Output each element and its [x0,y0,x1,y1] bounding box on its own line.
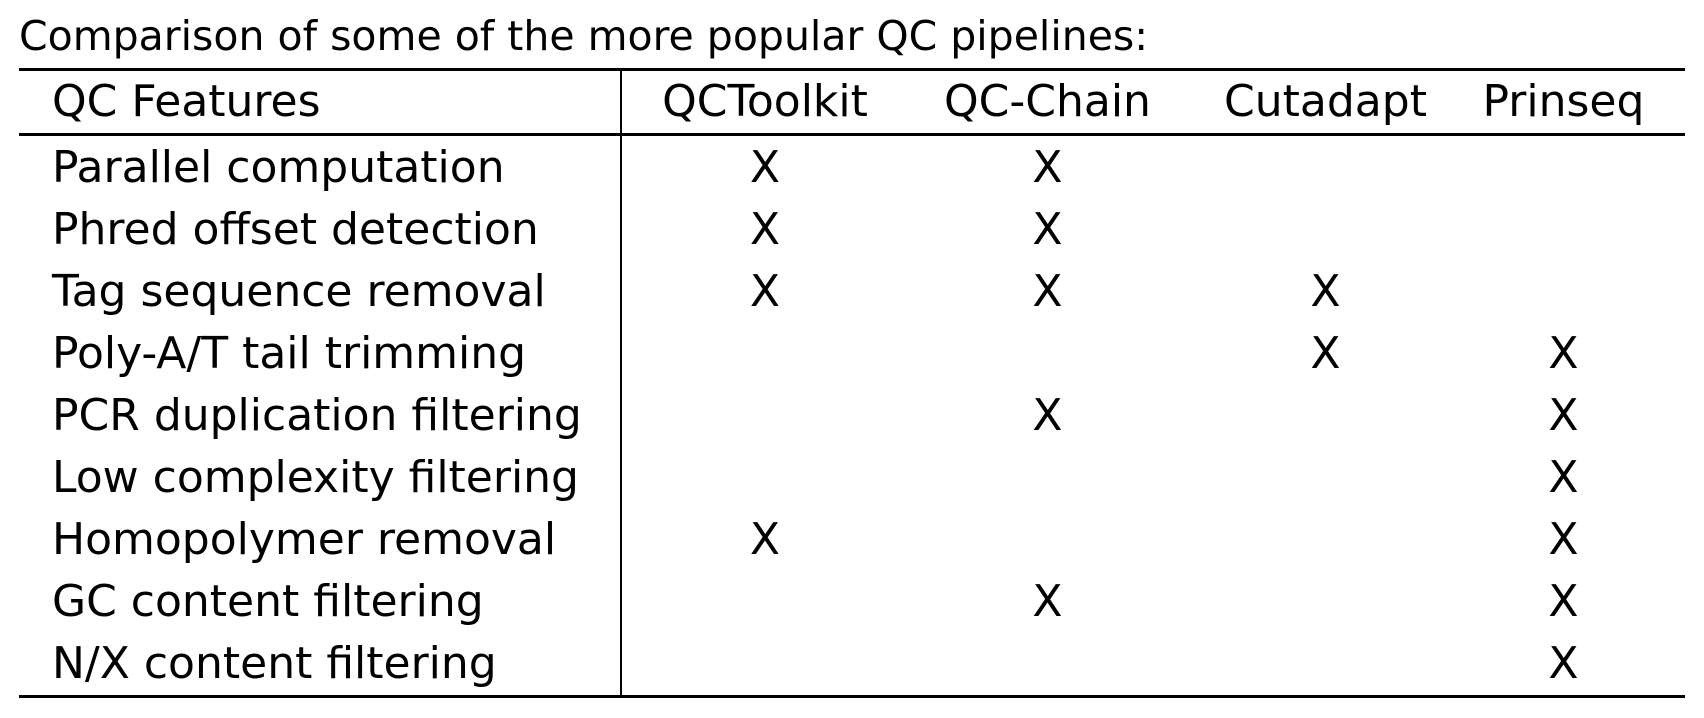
table-cell: X [1032,204,1063,255]
table-cell: X [1310,266,1341,317]
table-row: N/X content filtering X [19,633,1685,697]
table-cell [1187,571,1464,633]
feature-label: Parallel computation [19,134,622,199]
table-cell [1464,261,1685,323]
table-cell [621,633,908,697]
table-cell: X [1310,328,1341,379]
table-cell: X [1032,266,1063,317]
table-cell [1187,199,1464,261]
table-cell [1187,633,1464,697]
header-cutadapt: Cutadapt [1224,76,1427,127]
table-cell [1187,509,1464,571]
header-qc-chain: QC-Chain [944,76,1151,127]
table-cell [908,323,1187,385]
table-cell: X [749,142,781,193]
feature-label: GC content filtering [19,571,622,633]
table-cell [621,323,908,385]
table-cell [621,447,908,509]
table-header-row: QC Features QCToolkit QC-Chain Cutadapt … [19,69,1685,135]
table-cell: X [1548,452,1579,503]
table-cell [1464,199,1685,261]
table-caption: Comparison of some of the more popular Q… [19,12,1149,60]
feature-label: PCR duplication filtering [19,385,622,447]
table-cell: X [1548,390,1579,441]
table-cell: X [749,204,781,255]
header-prinseq: Prinseq [1482,76,1645,127]
table-cell: X [1548,638,1579,689]
table-cell [1187,447,1464,509]
feature-label: Low complexity filtering [19,447,622,509]
table-cell: X [1032,142,1063,193]
table-cell: X [749,266,781,317]
feature-label: Poly-A/T tail trimming [19,323,622,385]
table-cell [1187,135,1464,200]
table-cell [1464,135,1685,200]
table-cell: X [1032,576,1063,627]
table-row: Parallel computation X X [19,134,1685,200]
table-cell: X [1548,576,1579,627]
table-cell [621,385,908,447]
table-row: Poly-A/T tail trimming X X [19,323,1685,385]
table-row: Tag sequence removal X X X [19,261,1685,323]
table-cell [908,509,1187,571]
header-qc-features: QC Features [19,69,622,135]
table-cell: X [1032,390,1063,441]
table-row: PCR duplication filtering X X [19,385,1685,447]
table-row: Phred offset detection X X [19,199,1685,261]
table-cell: X [1548,514,1579,565]
table-cell [621,571,908,633]
table-cell [1187,385,1464,447]
table-row: Low complexity filtering X [19,447,1685,509]
feature-label: Homopolymer removal [19,509,622,571]
feature-label: N/X content filtering [19,633,622,697]
header-qctoolkit: QCToolkit [662,76,868,127]
table-cell: X [749,514,781,565]
table-row: GC content filtering X X [19,571,1685,633]
feature-label: Phred offset detection [19,199,622,261]
table-cell: X [1548,328,1579,379]
table-row: Homopolymer removal X X [19,509,1685,571]
table-cell [908,447,1187,509]
feature-label: Tag sequence removal [19,261,622,323]
table-cell [908,633,1187,697]
qc-comparison-table: QC Features QCToolkit QC-Chain Cutadapt … [19,68,1685,698]
